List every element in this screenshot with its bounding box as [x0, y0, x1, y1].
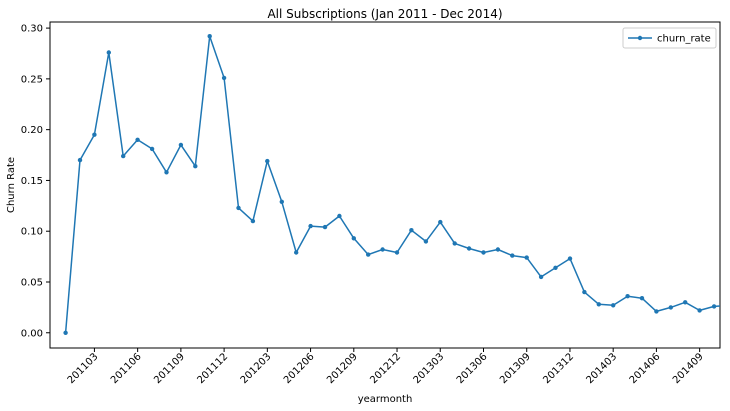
data-point [337, 213, 342, 219]
legend-marker-swatch [637, 35, 643, 41]
data-point [250, 218, 256, 224]
data-point [149, 146, 155, 152]
data-point [236, 205, 241, 211]
y-tick-label: 0.05 [21, 277, 43, 288]
data-point [438, 219, 443, 225]
data-point [481, 250, 486, 255]
x-tick-label: 201409 [671, 351, 706, 386]
data-point [668, 305, 673, 310]
data-point [121, 153, 126, 159]
data-point [567, 256, 573, 261]
data-point [654, 309, 659, 314]
y-tick-label: 0.20 [21, 125, 43, 136]
data-point [553, 265, 558, 270]
x-tick-label: 201309 [498, 351, 533, 386]
data-point [611, 303, 616, 308]
data-point [308, 223, 313, 229]
data-point [63, 330, 68, 335]
data-point [452, 241, 457, 246]
y-tick-label: 0.25 [21, 74, 43, 85]
data-point [193, 164, 198, 169]
plot-area [63, 34, 730, 335]
x-tick-label: 201109 [152, 351, 187, 386]
data-point [639, 296, 645, 301]
data-point [466, 246, 472, 251]
data-point [294, 250, 299, 255]
data-point [322, 224, 328, 230]
legend: churn_rate [622, 27, 717, 49]
y-axis: 0.00 0.05 0.10 0.15 0.20 0.25 0.30 [21, 24, 50, 339]
x-tick-label: 201103 [66, 351, 101, 386]
data-point [351, 236, 356, 241]
data-point [683, 300, 688, 305]
data-point [524, 255, 529, 260]
x-axis: 201103 201106 201109 201112 201203 201206 2012… [66, 348, 706, 386]
x-tick-label: 201406 [628, 351, 663, 386]
data-point [164, 170, 169, 175]
y-tick-label: 0.15 [21, 176, 43, 187]
x-tick-label: 201112 [195, 351, 230, 386]
data-point [279, 199, 284, 204]
data-point [625, 294, 630, 299]
data-point [135, 137, 140, 142]
data-point [77, 157, 83, 163]
x-axis-label: yearmonth [358, 394, 413, 405]
y-axis-label: Churn Rate [6, 157, 17, 213]
data-point [495, 247, 501, 252]
data-point [394, 250, 400, 255]
plot-area-frame [49, 21, 721, 349]
data-point [510, 253, 515, 258]
x-tick-label: 201212 [368, 351, 403, 386]
x-tick-label: 201303 [412, 351, 447, 386]
data-point [711, 304, 717, 309]
data-point [697, 308, 702, 313]
data-point [178, 142, 184, 148]
data-point [409, 228, 414, 233]
data-point [582, 289, 587, 295]
data-point [106, 50, 112, 55]
x-tick-label: 201306 [455, 351, 490, 386]
data-point [538, 274, 544, 280]
y-tick-label: 0.30 [21, 24, 43, 35]
data-point [423, 239, 429, 244]
data-point [207, 34, 212, 39]
legend-box [622, 27, 717, 49]
x-tick-label: 201203 [239, 351, 274, 386]
x-tick-label: 201403 [585, 351, 620, 386]
x-tick-label: 201206 [282, 351, 317, 386]
data-point [596, 302, 601, 307]
data-point [366, 252, 371, 257]
data-point [726, 303, 730, 307]
y-tick-label: 0.10 [21, 227, 43, 238]
data-point [92, 132, 97, 137]
y-tick-label: 0.00 [21, 328, 43, 339]
series-churn-rate [63, 34, 730, 335]
x-tick-label: 201312 [541, 351, 576, 386]
chart-title: All Subscriptions (Jan 2011 - Dec 2014) [267, 7, 502, 21]
x-tick-label: 201209 [325, 351, 360, 386]
x-tick-label: 201106 [109, 351, 144, 386]
legend-label-churn-rate: churn_rate [657, 34, 711, 45]
data-point [265, 158, 270, 164]
data-point [380, 247, 385, 252]
data-point [221, 75, 227, 81]
